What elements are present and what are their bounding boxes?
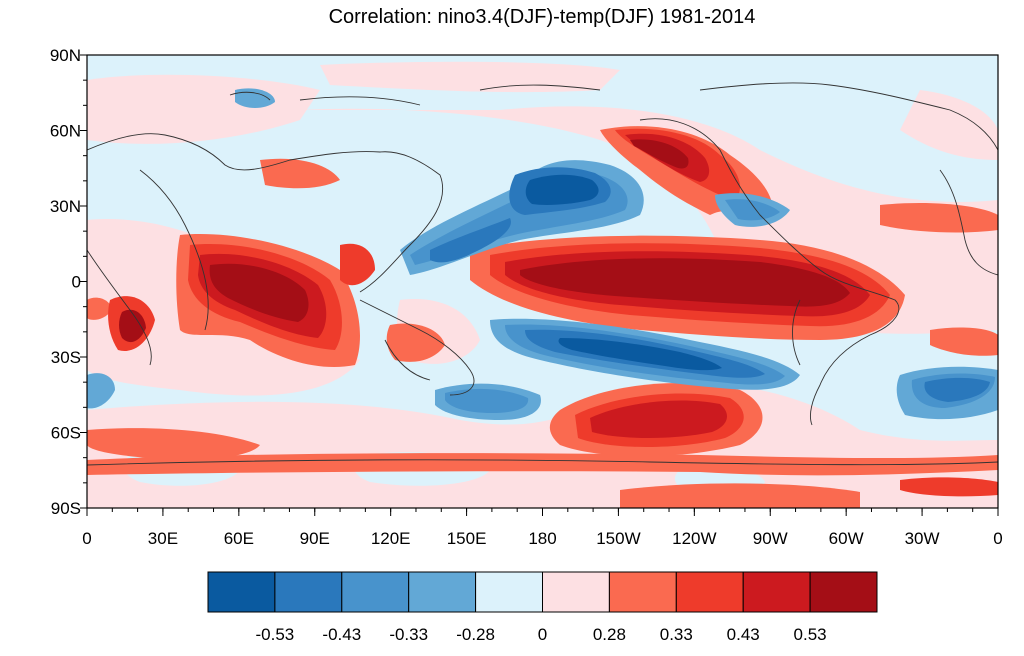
colorbar-label: -0.43 [322,625,361,644]
lon-tick-label: 180 [528,529,556,548]
colorbar-swatch [341,571,410,613]
colorbar-swatch [809,571,878,613]
negative-0.53-regions [525,174,722,371]
colorbar-swatch [274,571,343,613]
lon-tick-label: 90W [753,529,788,548]
colorbar-label: -0.28 [456,625,495,644]
lat-tick-label: 0 [72,273,81,292]
colorbar-swatch [408,571,477,613]
colorbar-swatch [742,571,811,613]
colorbar-swatch [207,571,276,613]
lon-tick-label: 0 [993,529,1002,548]
lon-tick-label: 150W [596,529,640,548]
colorbar-swatch [608,571,677,613]
lon-tick-label: 30W [905,529,940,548]
lon-tick-label: 60W [829,529,864,548]
lat-tick-label: 30S [51,348,81,367]
lat-tick-label: 90N [50,46,81,65]
lon-tick-label: 90E [300,529,330,548]
lat-tick-label: 30N [50,197,81,216]
coastlines [87,82,998,466]
colorbar-swatch [542,571,610,613]
map-area [87,55,998,508]
lon-tick-label: 150E [447,529,487,548]
lon-tick-label: 30E [148,529,178,548]
colorbar-label: -0.53 [256,625,295,644]
colorbar-swatch [675,571,744,613]
lon-tick-label: 0 [82,529,91,548]
lat-tick-label: 60S [51,424,81,443]
colorbar-label: 0 [538,625,547,644]
lon-tick-label: 120E [371,529,411,548]
latitude-labels: 90N 60N 30N 0 30S 60S 90S [50,46,81,518]
lon-tick-label: 60E [224,529,254,548]
colorbar-label: 0.43 [727,625,760,644]
axis-ticks [80,54,999,516]
colorbar-labels: -0.53 -0.43 -0.33 -0.28 0 0.28 0.33 0.43 0.53 [256,625,827,644]
lat-tick-label: 90S [51,499,81,518]
colorbar-swatch [475,571,544,613]
colorbar-label: 0.28 [593,625,626,644]
lat-tick-label: 60N [50,122,81,141]
positive-0.53-regions [119,139,850,343]
colorbar-label: 0.53 [794,625,827,644]
lon-tick-label: 120W [672,529,716,548]
colorbar-label: -0.33 [389,625,428,644]
colorbar-label: 0.33 [660,625,693,644]
map-title: Correlation: nino3.4(DJF)-temp(DJF) 1981… [328,6,756,28]
longitude-labels: 0 30E 60E 90E 120E 150E 180 150W 120W 90W 60W 30W 0 [82,529,1002,548]
colorbar [207,571,878,613]
